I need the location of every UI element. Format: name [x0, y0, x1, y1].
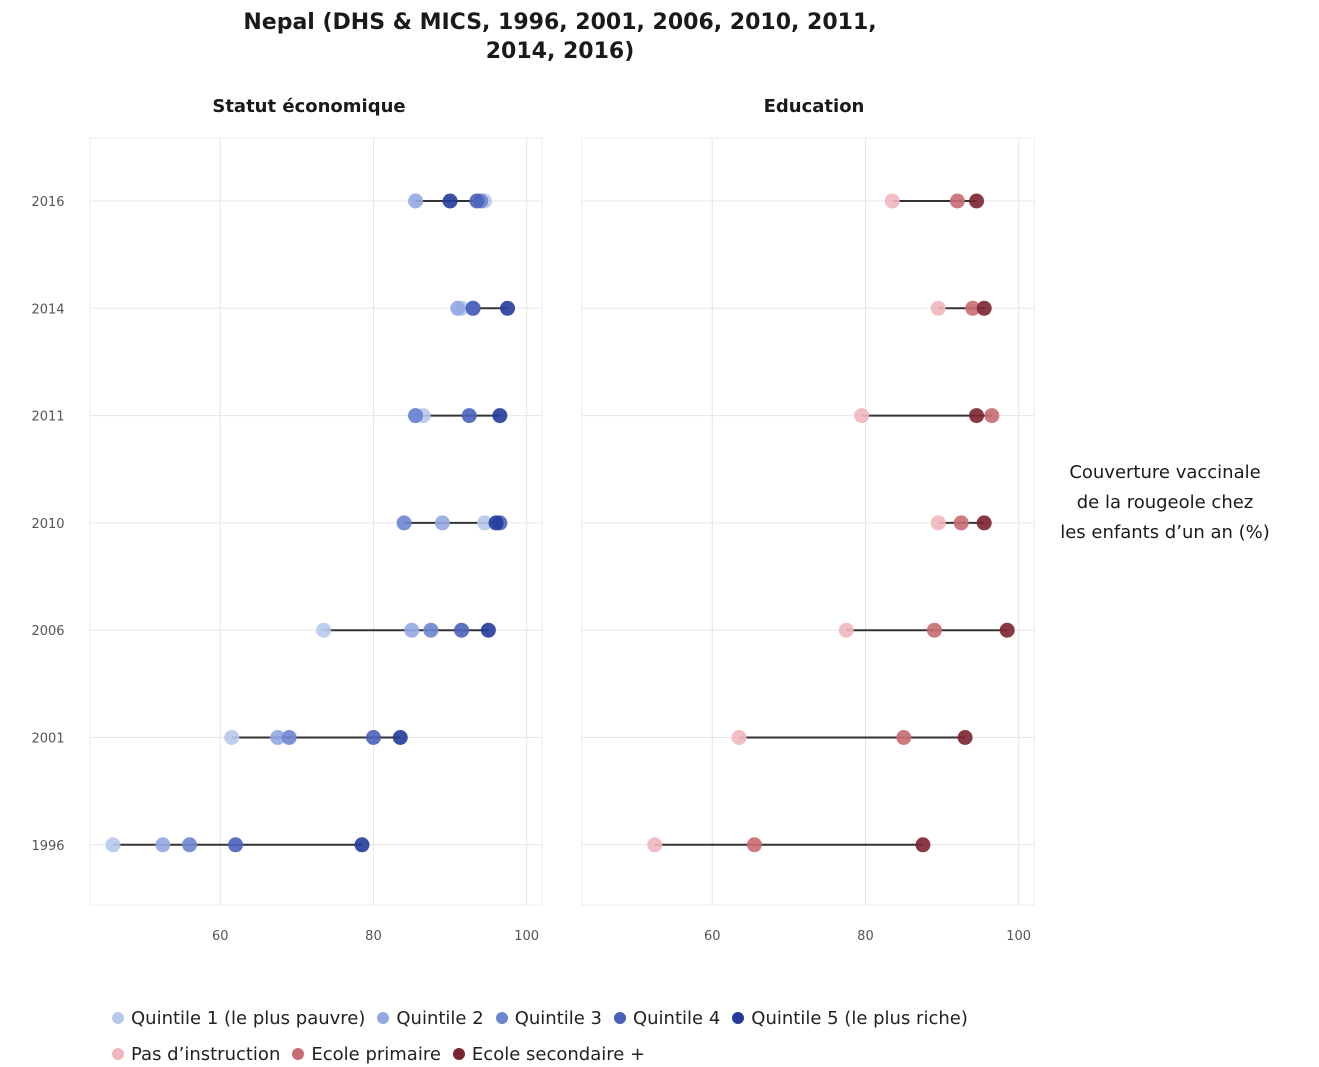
- point-statut-conomique-quintile-2-1996: [155, 837, 171, 853]
- point-education-ecole-secondaire-2001: [957, 730, 973, 745]
- point-education-ecole-primaire-2011: [984, 408, 1000, 424]
- legend-item-quintile-1-le-plus-pauvre: Quintile 1 (le plus pauvre): [112, 1008, 365, 1029]
- point-statut-conomique-quintile-5-le-plus-riche-2016: [442, 193, 458, 209]
- point-education-pas-d-instruction-2001: [731, 730, 747, 745]
- point-education-ecole-secondaire-2010: [976, 515, 992, 531]
- point-education-ecole-secondaire-2014: [976, 300, 992, 316]
- legend-swatch-quintile-4: [613, 1012, 626, 1024]
- legend-swatch-ecole-primaire: [292, 1048, 305, 1060]
- point-statut-conomique-quintile-4-2014: [465, 300, 481, 316]
- chart-title: Nepal (DHS & MICS, 1996, 2001, 2006, 201…: [200, 8, 920, 66]
- point-statut-conomique-quintile-5-le-plus-riche-2011: [492, 408, 508, 424]
- point-education-ecole-primaire-2001: [896, 730, 912, 745]
- y-tick-2010: 2010: [31, 517, 64, 532]
- legend-swatch-pas-d-instruction: [112, 1048, 124, 1060]
- point-statut-conomique-quintile-3-1996: [182, 837, 198, 853]
- panel-education-x-tick-60: 60: [704, 929, 721, 944]
- legend-economic: Quintile 1 (le plus pauvre) Quintile 2 Qui…: [112, 1005, 980, 1031]
- point-education-ecole-primaire-2010: [953, 515, 969, 531]
- y-tick-2001: 2001: [31, 732, 64, 747]
- y-tick-2014: 2014: [31, 302, 64, 317]
- legend-item-ecole-secondaire: Ecole secondaire +: [452, 1043, 646, 1065]
- point-statut-conomique-quintile-4-2016: [469, 193, 485, 209]
- point-education-pas-d-instruction-2006: [838, 622, 854, 638]
- panel-education-x-tick-100: 100: [1006, 929, 1031, 944]
- point-statut-conomique-quintile-4-2001: [365, 730, 381, 745]
- panel-statut-conomique-x-tick-80: 80: [365, 929, 382, 944]
- legend-label-ecole-secondaire: Ecole secondaire +: [471, 1043, 646, 1065]
- point-statut-conomique-quintile-5-le-plus-riche-2010: [488, 515, 504, 531]
- point-statut-conomique-quintile-2-2006: [404, 622, 420, 638]
- panel-statut-conomique-title: Statut économique: [212, 96, 405, 117]
- panel-statut-conomique-x-tick-60: 60: [212, 929, 229, 944]
- chart-title-line-1: Nepal (DHS & MICS, 1996, 2001, 2006, 201…: [243, 10, 877, 35]
- point-education-pas-d-instruction-2010: [930, 515, 946, 531]
- panel-education-x-tick-80: 80: [857, 929, 874, 944]
- point-education-ecole-primaire-2014: [965, 300, 981, 316]
- point-statut-conomique-quintile-1-le-plus-pauvre-2001: [224, 730, 240, 745]
- legend-swatch-ecole-secondaire: [452, 1048, 465, 1060]
- value-axis-label-line-1: Couverture vaccinale: [1069, 462, 1261, 483]
- legend-label-quintile-3: Quintile 3: [514, 1007, 602, 1029]
- legend-item-ecole-primaire: Ecole primaire: [292, 1044, 441, 1065]
- point-education-ecole-primaire-1996: [746, 837, 762, 853]
- panel-statut-conomique-background: [89, 137, 543, 906]
- point-statut-conomique-quintile-4-1996: [228, 837, 244, 853]
- point-education-ecole-primaire-2016: [949, 193, 965, 209]
- point-education-pas-d-instruction-2011: [854, 408, 870, 424]
- point-education-pas-d-instruction-2014: [930, 300, 946, 316]
- legend-label-pas-d-instruction: Pas d’instruction: [131, 1043, 281, 1065]
- value-axis-label-line-3: les enfants d’un an (%): [1060, 522, 1270, 543]
- point-statut-conomique-quintile-4-2011: [461, 408, 477, 424]
- point-education-ecole-primaire-2006: [926, 622, 942, 638]
- legend-swatch-quintile-2: [377, 1012, 390, 1024]
- point-statut-conomique-quintile-1-le-plus-pauvre-1996: [105, 837, 121, 853]
- y-tick-2006: 2006: [31, 624, 64, 639]
- point-statut-conomique-quintile-5-le-plus-riche-2014: [500, 300, 516, 316]
- point-education-pas-d-instruction-1996: [647, 837, 663, 853]
- point-statut-conomique-quintile-2-2016: [408, 193, 424, 209]
- point-statut-conomique-quintile-2-2010: [434, 515, 450, 531]
- point-education-ecole-secondaire-2016: [969, 193, 985, 209]
- point-education-ecole-secondaire-1996: [915, 837, 931, 853]
- legend-swatch-quintile-5-le-plus-riche: [732, 1012, 745, 1024]
- chart-title-line-2: 2014, 2016): [485, 39, 635, 64]
- legend-label-ecole-primaire: Ecole primaire: [311, 1043, 441, 1065]
- point-statut-conomique-quintile-3-2001: [281, 730, 297, 745]
- legend-item-pas-d-instruction: Pas d’instruction: [112, 1044, 280, 1065]
- y-tick-1996: 1996: [31, 839, 64, 854]
- panel-education-title: Education: [764, 96, 865, 117]
- legend-label-quintile-1-le-plus-pauvre: Quintile 1 (le plus pauvre): [131, 1007, 366, 1029]
- point-statut-conomique-quintile-3-2010: [396, 515, 412, 531]
- legend-item-quintile-2: Quintile 2: [377, 1007, 484, 1029]
- point-statut-conomique-quintile-1-le-plus-pauvre-2010: [477, 515, 493, 531]
- point-statut-conomique-quintile-2-2001: [270, 730, 286, 745]
- point-statut-conomique-quintile-1-le-plus-pauvre-2006: [316, 622, 332, 638]
- y-tick-2011: 2011: [31, 410, 64, 425]
- y-tick-2016: 2016: [31, 195, 64, 210]
- point-education-ecole-secondaire-2011: [969, 408, 985, 424]
- legend-swatch-quintile-3: [495, 1012, 508, 1024]
- point-statut-conomique-quintile-5-le-plus-riche-2006: [480, 622, 496, 638]
- point-education-ecole-secondaire-2006: [999, 622, 1015, 638]
- legend-item-quintile-5-le-plus-riche: Quintile 5 (le plus riche): [732, 1008, 968, 1029]
- legend-education: Pas d’instruction Ecole primaire Ecole sec…: [112, 1041, 657, 1067]
- legend-label-quintile-4: Quintile 4: [632, 1007, 721, 1029]
- value-axis-label-line-2: de la rougeole chez: [1076, 492, 1254, 513]
- legend-label-quintile-2: Quintile 2: [396, 1007, 484, 1029]
- point-statut-conomique-quintile-4-2006: [454, 622, 470, 638]
- point-statut-conomique-quintile-5-le-plus-riche-2001: [392, 730, 408, 745]
- point-statut-conomique-quintile-5-le-plus-riche-1996: [354, 837, 370, 853]
- legend-item-quintile-3: Quintile 3: [495, 1007, 602, 1029]
- point-statut-conomique-quintile-2-2014: [450, 300, 466, 316]
- legend-item-quintile-4: Quintile 4: [613, 1007, 721, 1029]
- value-axis-label: Couverture vaccinale de la rougeole chez…: [1030, 458, 1300, 548]
- point-education-pas-d-instruction-2016: [884, 193, 900, 209]
- point-statut-conomique-quintile-3-2011: [408, 408, 424, 424]
- point-statut-conomique-quintile-3-2006: [423, 622, 439, 638]
- legend-swatch-quintile-1-le-plus-pauvre: [112, 1012, 124, 1024]
- panel-statut-conomique-x-tick-100: 100: [514, 929, 539, 944]
- legend-label-quintile-5-le-plus-riche: Quintile 5 (le plus riche): [751, 1007, 968, 1029]
